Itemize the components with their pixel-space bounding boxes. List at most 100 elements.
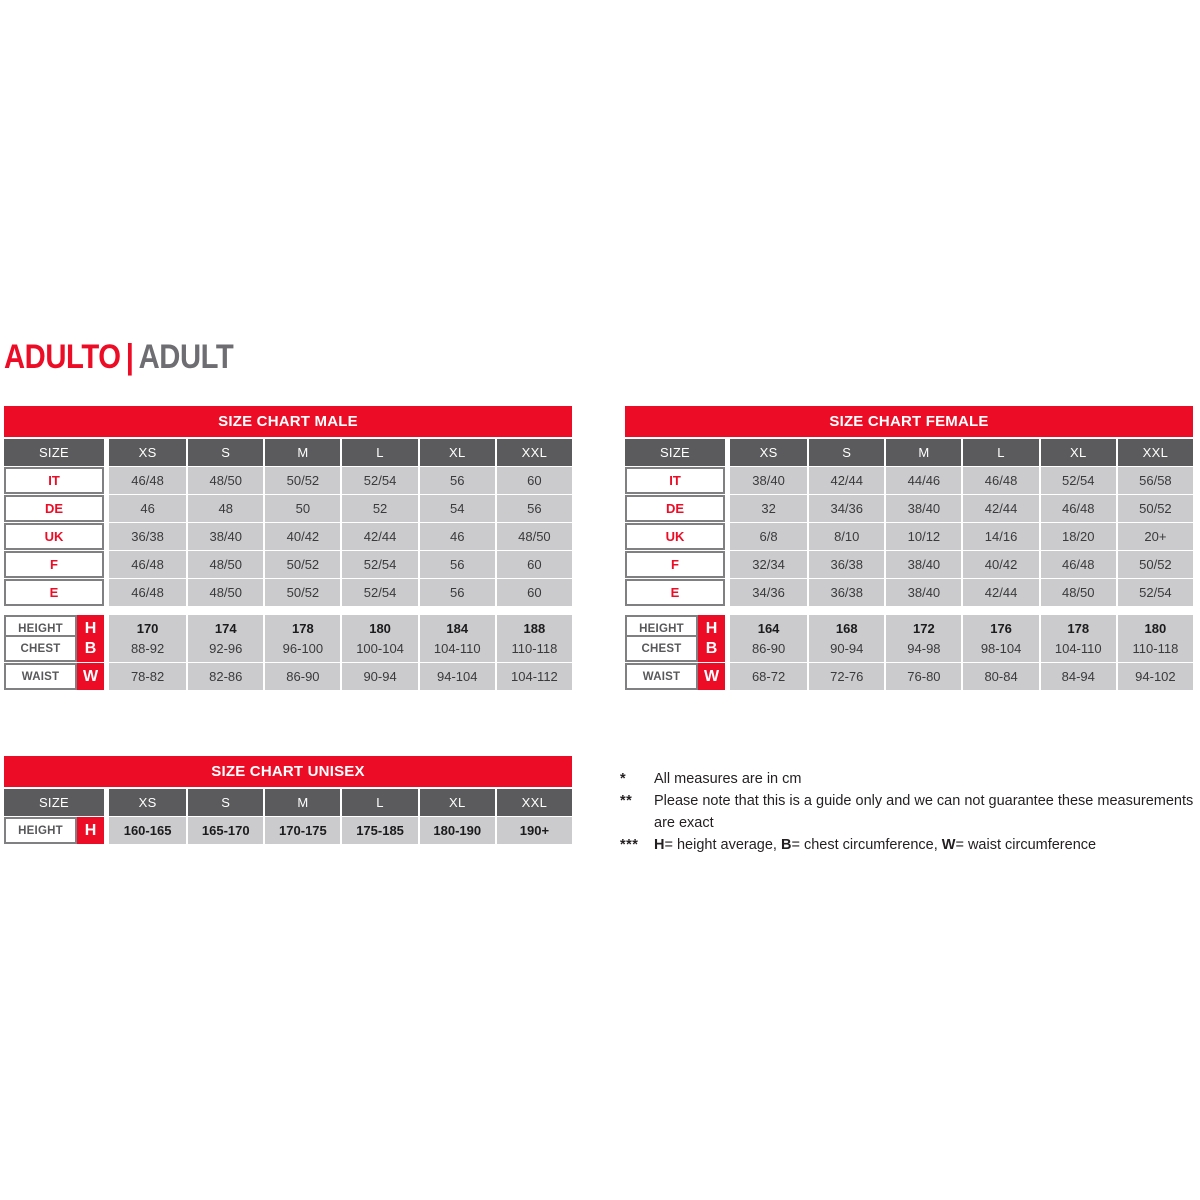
row-label-it: IT	[4, 467, 104, 494]
table-cell: 94-104	[417, 663, 495, 690]
table-cell: 190+	[494, 817, 572, 844]
row-label-f: F	[625, 551, 725, 578]
table-cell: 48/50	[186, 551, 264, 578]
table-cell: 40/42	[961, 551, 1039, 578]
table-cell: 50/52	[263, 467, 341, 494]
table-row: UK 6/8 8/10 10/12 14/16 18/20 20+	[625, 523, 1193, 550]
column-header-xl: XL	[417, 789, 495, 816]
row-label-height: HEIGHT H	[4, 817, 104, 844]
table-cell: 180-190	[417, 817, 495, 844]
table-cell: 56	[494, 495, 572, 522]
spacer	[725, 495, 730, 522]
table-cell: 56	[417, 467, 495, 494]
row-label-e: E	[4, 579, 104, 606]
table-cell: 54	[417, 495, 495, 522]
row-label-it: IT	[625, 467, 725, 494]
column-header-l: L	[340, 789, 418, 816]
column-header-xs: XS	[730, 439, 808, 466]
row-label-e: E	[625, 579, 725, 606]
spacer	[104, 523, 109, 550]
note-text: H= height average, B= chest circumferenc…	[654, 834, 1200, 856]
row-label-chest: CHEST B	[4, 635, 104, 662]
table-cell: 165-170	[186, 817, 264, 844]
row-label-uk: UK	[625, 523, 725, 550]
note-emphasis: W	[941, 837, 956, 853]
spacer	[104, 467, 109, 494]
table-cell: 98-104	[961, 635, 1039, 662]
table-cell: 175-185	[340, 817, 418, 844]
page-title-primary: ADULTO	[4, 338, 121, 376]
table-cell: 84-94	[1038, 663, 1116, 690]
table-cell: 94-98	[884, 635, 962, 662]
spacer	[725, 439, 730, 466]
table-cell: 94-102	[1115, 663, 1193, 690]
table-cell: 60	[494, 551, 572, 578]
spacer	[725, 551, 730, 578]
table-cell: 50/52	[1115, 551, 1193, 578]
row-label-text: HEIGHT	[4, 817, 77, 844]
row-label-text: CHEST	[4, 635, 77, 662]
spacer	[725, 467, 730, 494]
spacer	[725, 523, 730, 550]
table-cell: 48/50	[186, 467, 264, 494]
table-cell: 32	[730, 495, 808, 522]
table-cell: 42/44	[340, 523, 418, 550]
table-cell: 96-100	[263, 635, 341, 662]
table-cell: 46/48	[1038, 551, 1116, 578]
table-cell: 56	[417, 579, 495, 606]
table-header-row: SIZE XS S M L XL XXL	[4, 789, 572, 816]
table-cell: 82-86	[186, 663, 264, 690]
chart-body-male: SIZE XS S M L XL XXL IT 46/48 48/50 50/52 52/54 56 60…	[4, 439, 572, 690]
column-header-s: S	[186, 439, 264, 466]
table-row: DE 46 48 50 52 54 56	[4, 495, 572, 522]
spacer	[725, 663, 730, 690]
table-row: CHEST B 88-92 92-96 96-100 100-104 104-110 110-…	[4, 635, 572, 662]
column-header-s: S	[186, 789, 264, 816]
table-cell: 14/16	[961, 523, 1039, 550]
column-header-xl: XL	[417, 439, 495, 466]
column-header-size: SIZE	[625, 439, 725, 466]
table-cell: 44/46	[884, 467, 962, 494]
column-header-xs: XS	[109, 789, 187, 816]
table-cell: 104-112	[494, 663, 572, 690]
table-row: WAIST W 68-72 72-76 76-80 80-84 84-94 94-102	[625, 663, 1193, 690]
table-row: HEIGHT H 160-165 165-170 170-175 175-185 180-1…	[4, 817, 572, 844]
table-cell: 46	[109, 495, 187, 522]
table-cell: 36/38	[807, 579, 885, 606]
table-cell: 78-82	[109, 663, 187, 690]
column-header-s: S	[807, 439, 885, 466]
table-cell: 50/52	[263, 551, 341, 578]
table-cell: 52/54	[340, 579, 418, 606]
table-cell: 46	[417, 523, 495, 550]
column-header-xs: XS	[109, 439, 187, 466]
spacer	[104, 789, 109, 816]
table-cell: 20+	[1115, 523, 1193, 550]
table-cell: 50	[263, 495, 341, 522]
table-cell: 46/48	[961, 467, 1039, 494]
table-row: IT 38/40 42/44 44/46 46/48 52/54 56/58	[625, 467, 1193, 494]
chart-body-female: SIZE XS S M L XL XXL IT 38/40 42/44 44/46 46/48 52/5…	[625, 439, 1193, 690]
note-line: *** H= height average, B= chest circumfer…	[620, 834, 1200, 856]
column-header-xxl: XXL	[1115, 439, 1193, 466]
column-header-l: L	[961, 439, 1039, 466]
page-title-separator: |	[125, 338, 134, 376]
row-label-text: CHEST	[625, 635, 698, 662]
table-row: CHEST B 86-90 90-94 94-98 98-104 104-110 110-11…	[625, 635, 1193, 662]
chart-title-male: SIZE CHART MALE	[4, 406, 572, 437]
table-row: DE 32 34/36 38/40 42/44 46/48 50/52	[625, 495, 1193, 522]
column-header-l: L	[340, 439, 418, 466]
notes-block: * All measures are in cm ** Please note tha…	[620, 768, 1200, 856]
row-label-de: DE	[625, 495, 725, 522]
note-marker: *	[620, 771, 627, 787]
table-cell: 86-90	[263, 663, 341, 690]
table-cell: 38/40	[884, 495, 962, 522]
table-cell: 170-175	[263, 817, 341, 844]
table-cell: 6/8	[730, 523, 808, 550]
column-header-m: M	[263, 789, 341, 816]
row-label-uk: UK	[4, 523, 104, 550]
table-cell: 34/36	[730, 579, 808, 606]
table-cell: 48/50	[494, 523, 572, 550]
table-cell: 50/52	[1115, 495, 1193, 522]
column-header-m: M	[263, 439, 341, 466]
page-title: ADULTO | ADULT	[4, 337, 234, 377]
